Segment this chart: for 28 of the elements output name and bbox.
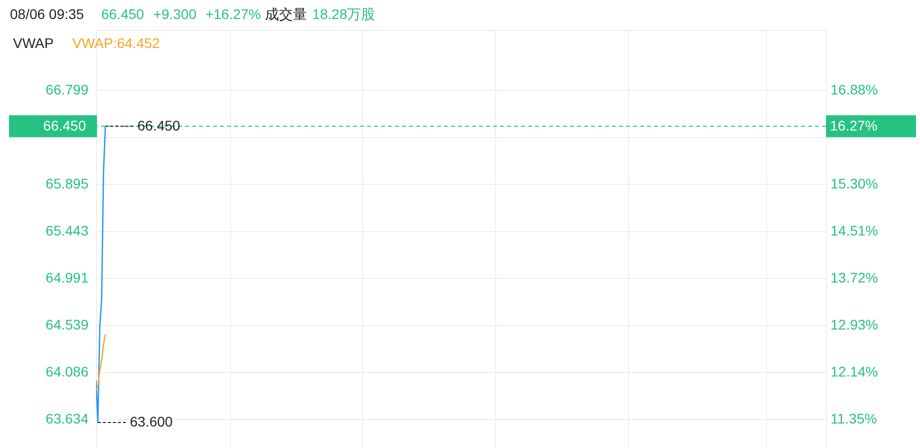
- text: +9.300: [153, 6, 197, 22]
- chart-title: 08/06 09:35: [10, 6, 84, 22]
- y-tick-label: 66.799: [46, 81, 89, 98]
- ref-line-label: 66.450: [43, 117, 86, 134]
- y-tick-label: 64.539: [46, 316, 89, 332]
- y2-tick-label: 11.35%: [830, 410, 877, 426]
- text: 16.27%: [830, 117, 878, 134]
- y-tick-label: 65.895: [46, 175, 89, 192]
- text: 18.28万股: [312, 6, 376, 22]
- y-tick-label: 64.086: [46, 364, 89, 380]
- text: 66.450: [101, 6, 144, 22]
- text: VWAP: [13, 35, 54, 51]
- line-series: [96, 334, 106, 391]
- y2-tick-label: 15.30%: [830, 176, 878, 192]
- annotation: 63.600: [130, 414, 173, 430]
- y2-tick-label: 14.51%: [830, 222, 878, 238]
- text: 成交量: [265, 6, 308, 22]
- y-tick-label: 64.991: [46, 269, 89, 286]
- y2-tick-label: 16.88%: [830, 82, 878, 98]
- text: +16.27%: [205, 6, 261, 22]
- y2-tick-label: 13.72%: [830, 269, 878, 286]
- annotation: 66.450: [137, 117, 180, 134]
- y-tick-label: 63.634: [46, 410, 89, 426]
- y-tick-label: 65.443: [46, 222, 89, 238]
- text: VWAP:64.452: [72, 35, 160, 51]
- y2-tick-label: 12.14%: [830, 363, 878, 380]
- line-series: [96, 126, 106, 424]
- y2-tick-label: 12.93%: [830, 316, 878, 332]
